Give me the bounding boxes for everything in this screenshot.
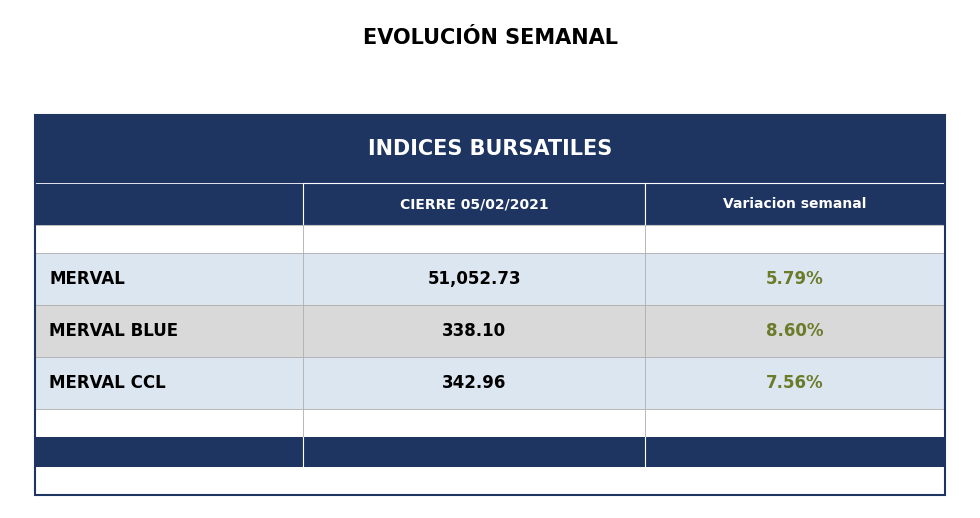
- Bar: [35, 409, 304, 437]
- Bar: [35, 253, 304, 305]
- Bar: [645, 183, 945, 225]
- Text: 5.79%: 5.79%: [766, 270, 824, 288]
- Bar: [35, 225, 304, 253]
- Bar: [304, 183, 645, 225]
- Text: 342.96: 342.96: [442, 374, 507, 392]
- Text: Variacion semanal: Variacion semanal: [723, 197, 866, 211]
- Text: MERVAL CCL: MERVAL CCL: [49, 374, 166, 392]
- Bar: [645, 409, 945, 437]
- Text: 7.56%: 7.56%: [766, 374, 823, 392]
- Bar: [645, 225, 945, 253]
- Bar: [35, 437, 945, 467]
- Text: INDICES BURSATILES: INDICES BURSATILES: [368, 139, 612, 159]
- Bar: [645, 305, 945, 357]
- Bar: [35, 115, 945, 183]
- Bar: [645, 253, 945, 305]
- Bar: [35, 357, 304, 409]
- Bar: [304, 305, 645, 357]
- Bar: [304, 357, 645, 409]
- Bar: [304, 253, 645, 305]
- Bar: [304, 409, 645, 437]
- Bar: [645, 357, 945, 409]
- Text: 338.10: 338.10: [442, 322, 506, 340]
- Bar: [304, 225, 645, 253]
- Text: CIERRE 05/02/2021: CIERRE 05/02/2021: [400, 197, 549, 211]
- Bar: [35, 305, 304, 357]
- Text: MERVAL BLUE: MERVAL BLUE: [49, 322, 178, 340]
- Text: EVOLUCIÓN SEMANAL: EVOLUCIÓN SEMANAL: [363, 28, 617, 48]
- Text: 8.60%: 8.60%: [766, 322, 823, 340]
- Bar: [35, 115, 945, 495]
- Text: 51,052.73: 51,052.73: [427, 270, 521, 288]
- Text: MERVAL: MERVAL: [49, 270, 124, 288]
- Bar: [35, 183, 304, 225]
